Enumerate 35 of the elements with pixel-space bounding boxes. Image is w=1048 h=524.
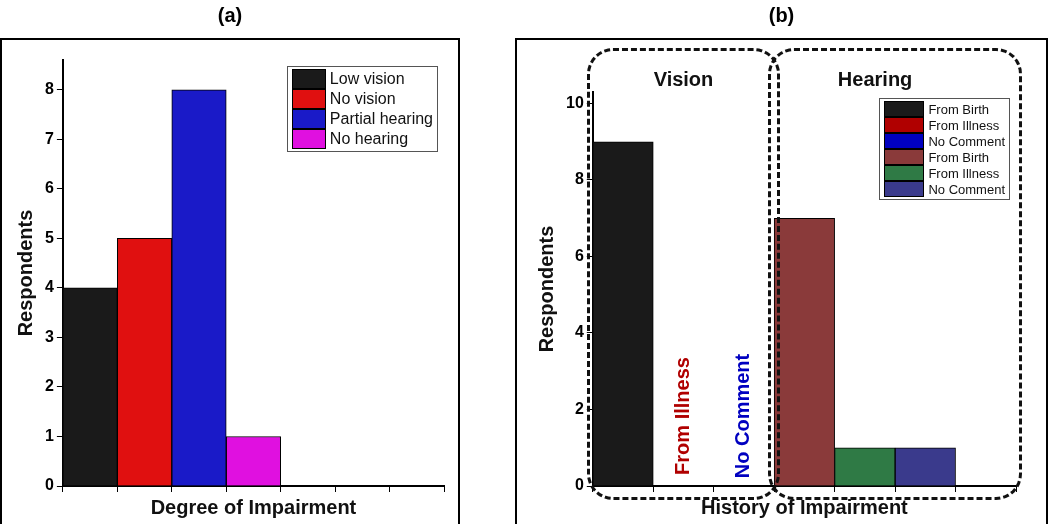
legend-label: From Birth <box>928 149 990 165</box>
y-tick-label: 6 <box>44 179 54 197</box>
y-tick-label: 2 <box>574 399 584 417</box>
y-tick-label: 0 <box>44 476 54 494</box>
chart-title: (b) <box>767 4 796 27</box>
legend-label: From Birth <box>928 101 990 117</box>
y-tick-label: 1 <box>44 426 54 444</box>
y-tick-label: 3 <box>44 327 54 345</box>
legend-label: No vision <box>329 90 396 108</box>
legend-label: No Comment <box>928 181 1005 197</box>
legend-label: From Illness <box>928 117 1000 133</box>
x-axis-title: History of Impairment <box>701 495 909 518</box>
annotation: No Comment <box>731 353 754 479</box>
annotation: From Illness <box>671 357 693 475</box>
legend-label: From Illness <box>928 165 1000 181</box>
legend-label: Partial hearing <box>329 110 433 128</box>
legend-label: No hearing <box>329 130 409 148</box>
y-tick-label: 10 <box>566 93 584 111</box>
legend-label: No Comment <box>928 133 1005 149</box>
legend-label: Low vision <box>329 70 405 88</box>
y-tick-label: 6 <box>574 246 584 264</box>
text: Hearing <box>837 67 913 90</box>
y-tick-label: 8 <box>44 80 54 98</box>
x-axis-title: Degree of Impairment <box>150 495 357 518</box>
y-tick-label: 5 <box>44 228 54 246</box>
y-tick-label: 4 <box>44 278 54 296</box>
y-tick-label: 8 <box>574 170 584 188</box>
y-tick-label: 7 <box>44 129 54 147</box>
chart-title: (a) <box>216 4 244 27</box>
text: Vision <box>653 67 714 90</box>
y-tick-label: 4 <box>574 323 584 341</box>
y-axis-title: Respondents <box>13 209 36 337</box>
y-axis-title: Respondents <box>534 225 557 353</box>
y-tick-label: 0 <box>574 476 584 494</box>
y-tick-label: 2 <box>44 377 54 395</box>
